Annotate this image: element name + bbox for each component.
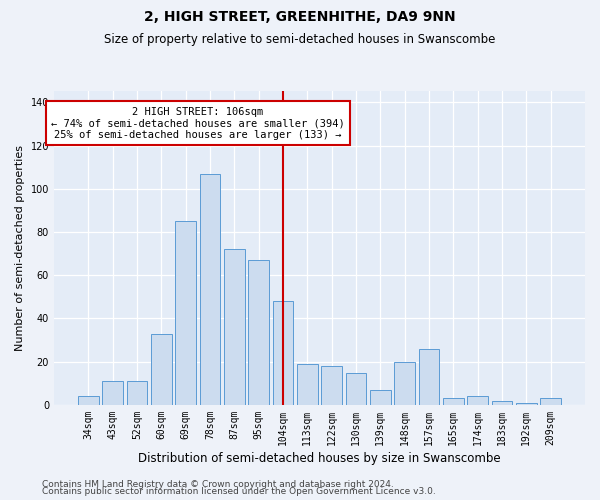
Bar [78, 396, 99, 405]
Bar [272, 301, 293, 405]
Bar [151, 334, 172, 405]
Bar [540, 398, 561, 405]
X-axis label: Distribution of semi-detached houses by size in Swanscombe: Distribution of semi-detached houses by … [138, 452, 501, 465]
Bar [103, 381, 123, 405]
Bar [321, 366, 342, 405]
Bar [175, 221, 196, 405]
Bar [443, 398, 464, 405]
Y-axis label: Number of semi-detached properties: Number of semi-detached properties [15, 145, 25, 351]
Bar [467, 396, 488, 405]
Bar [224, 250, 245, 405]
Bar [346, 372, 366, 405]
Bar [248, 260, 269, 405]
Bar [127, 381, 148, 405]
Text: Size of property relative to semi-detached houses in Swanscombe: Size of property relative to semi-detach… [104, 32, 496, 46]
Bar [516, 403, 536, 405]
Bar [491, 400, 512, 405]
Text: Contains HM Land Registry data © Crown copyright and database right 2024.: Contains HM Land Registry data © Crown c… [42, 480, 394, 489]
Text: Contains public sector information licensed under the Open Government Licence v3: Contains public sector information licen… [42, 487, 436, 496]
Text: 2, HIGH STREET, GREENHITHE, DA9 9NN: 2, HIGH STREET, GREENHITHE, DA9 9NN [144, 10, 456, 24]
Bar [200, 174, 220, 405]
Bar [370, 390, 391, 405]
Bar [297, 364, 317, 405]
Text: 2 HIGH STREET: 106sqm
← 74% of semi-detached houses are smaller (394)
25% of sem: 2 HIGH STREET: 106sqm ← 74% of semi-deta… [51, 106, 345, 140]
Bar [394, 362, 415, 405]
Bar [419, 348, 439, 405]
